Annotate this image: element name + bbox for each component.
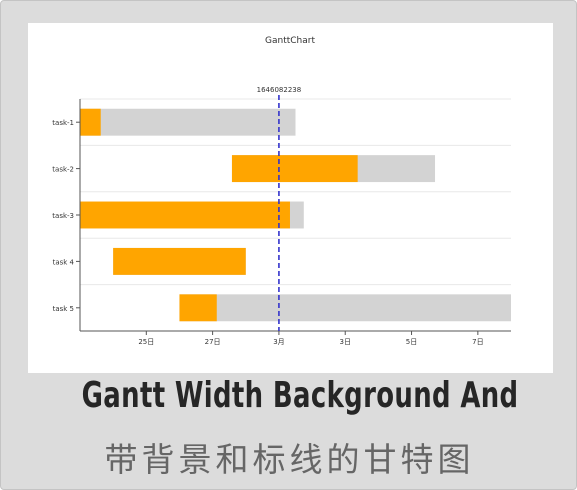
x-tick-label: 7日 <box>472 338 483 346</box>
grid-lines <box>80 98 511 286</box>
chart-frame: GanttChart task-1 task-2 task-3 task 4 task … <box>28 23 553 373</box>
marker-line-group: 1646082238 <box>257 86 302 331</box>
progress-bar <box>80 201 290 229</box>
progress-bar <box>80 108 101 136</box>
background-bar <box>80 108 296 136</box>
axes <box>76 99 511 335</box>
x-tick-label: 3日 <box>339 338 350 346</box>
gantt-chart: GanttChart task-1 task-2 task-3 task 4 task … <box>52 36 511 346</box>
task-label: task 5 <box>53 305 74 313</box>
x-tick-label: 25日 <box>138 338 154 346</box>
progress-bar <box>113 247 246 275</box>
task-label: task 4 <box>53 258 75 266</box>
chart-title: GanttChart <box>265 36 315 46</box>
task-label: task-1 <box>52 119 74 127</box>
marker-label: 1646082238 <box>257 86 302 94</box>
task-label: task-3 <box>52 212 74 220</box>
x-tick-label: 3月 <box>273 338 284 346</box>
caption-title-en: Gantt Width Background And <box>81 375 519 416</box>
progress-bar <box>179 294 217 322</box>
x-tick-label: 27日 <box>205 338 221 346</box>
background-bar <box>179 294 511 322</box>
progress-bars <box>80 108 358 322</box>
progress-bar <box>231 155 358 183</box>
x-tick-label: 5日 <box>406 338 417 346</box>
caption-title-zh: 带背景和标线的甘特图 <box>104 440 475 479</box>
x-tick-labels: 25日 27日 3月 3日 5日 7日 <box>138 338 483 346</box>
task-label: task-2 <box>52 166 74 174</box>
task-labels: task-1 task-2 task-3 task 4 task 5 <box>52 119 74 313</box>
